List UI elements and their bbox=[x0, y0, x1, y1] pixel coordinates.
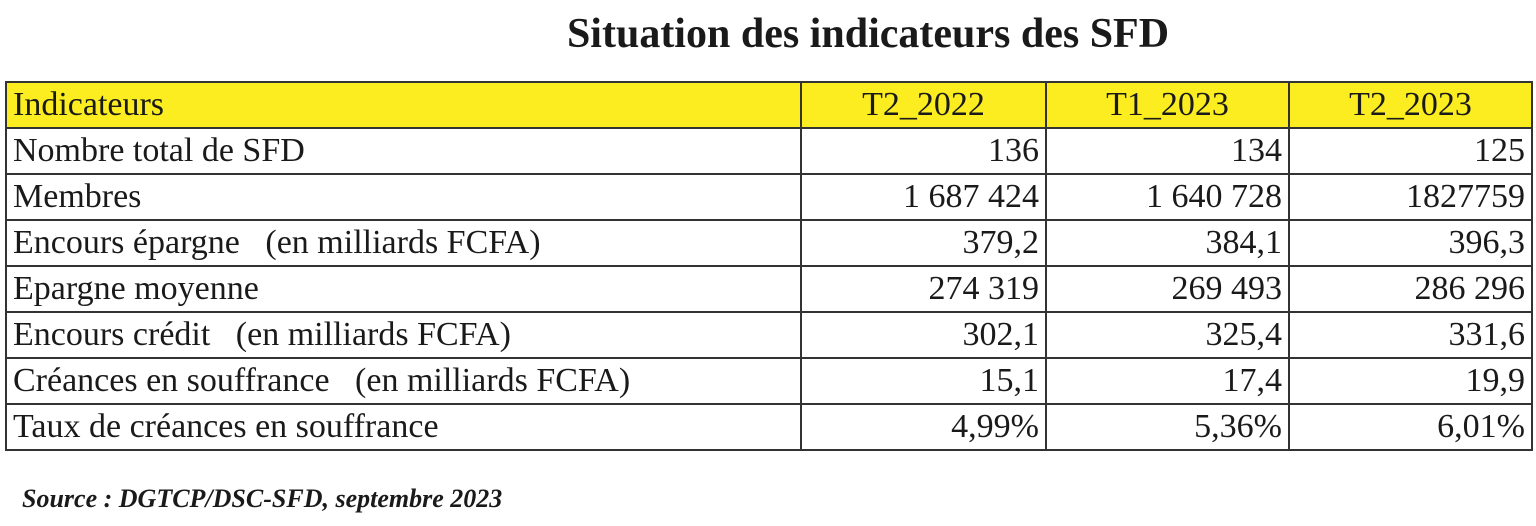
source-note: Source : DGTCP/DSC-SFD, septembre 2023 bbox=[22, 484, 503, 513]
indicators-table: Indicateurs T2_2022 T1_2023 T2_2023 Nomb… bbox=[5, 81, 1533, 451]
table-row: Encours épargne (en milliards FCFA) 379,… bbox=[5, 219, 1533, 267]
cell-value: 125 bbox=[1288, 127, 1533, 175]
cell-value: 134 bbox=[1045, 127, 1290, 175]
cell-value: 5,36% bbox=[1045, 403, 1290, 451]
table-row: Nombre total de SFD 136 134 125 bbox=[5, 127, 1533, 175]
cell-value: 6,01% bbox=[1288, 403, 1533, 451]
table-row: Membres 1 687 424 1 640 728 1827759 bbox=[5, 173, 1533, 221]
cell-value: 136 bbox=[800, 127, 1047, 175]
cell-value: 17,4 bbox=[1045, 357, 1290, 405]
table-row: Encours crédit (en milliards FCFA) 302,1… bbox=[5, 311, 1533, 359]
cell-value: 379,2 bbox=[800, 219, 1047, 267]
row-label: Nombre total de SFD bbox=[5, 127, 802, 175]
column-header-t2-2022: T2_2022 bbox=[800, 81, 1047, 129]
cell-value: 325,4 bbox=[1045, 311, 1290, 359]
cell-value: 4,99% bbox=[800, 403, 1047, 451]
cell-value: 1 640 728 bbox=[1045, 173, 1290, 221]
cell-value: 274 319 bbox=[800, 265, 1047, 313]
table-header-row: Indicateurs T2_2022 T1_2023 T2_2023 bbox=[5, 81, 1533, 129]
cell-value: 15,1 bbox=[800, 357, 1047, 405]
cell-value: 331,6 bbox=[1288, 311, 1533, 359]
column-header-t1-2023: T1_2023 bbox=[1045, 81, 1290, 129]
row-label: Encours épargne (en milliards FCFA) bbox=[5, 219, 802, 267]
cell-value: 396,3 bbox=[1288, 219, 1533, 267]
page-title: Situation des indicateurs des SFD bbox=[566, 11, 1170, 57]
cell-value: 269 493 bbox=[1045, 265, 1290, 313]
cell-value: 384,1 bbox=[1045, 219, 1290, 267]
table-row: Epargne moyenne 274 319 269 493 286 296 bbox=[5, 265, 1533, 313]
table-row: Taux de créances en souffrance 4,99% 5,3… bbox=[5, 403, 1533, 451]
cell-value: 1 687 424 bbox=[800, 173, 1047, 221]
cell-value: 302,1 bbox=[800, 311, 1047, 359]
cell-value: 286 296 bbox=[1288, 265, 1533, 313]
row-label: Membres bbox=[5, 173, 802, 221]
column-header-indicateurs: Indicateurs bbox=[5, 81, 802, 129]
table-row: Créances en souffrance (en milliards FCF… bbox=[5, 357, 1533, 405]
row-label: Taux de créances en souffrance bbox=[5, 403, 802, 451]
cell-value: 19,9 bbox=[1288, 357, 1533, 405]
row-label: Créances en souffrance (en milliards FCF… bbox=[5, 357, 802, 405]
row-label: Epargne moyenne bbox=[5, 265, 802, 313]
column-header-t2-2023: T2_2023 bbox=[1288, 81, 1533, 129]
cell-value: 1827759 bbox=[1288, 173, 1533, 221]
row-label: Encours crédit (en milliards FCFA) bbox=[5, 311, 802, 359]
